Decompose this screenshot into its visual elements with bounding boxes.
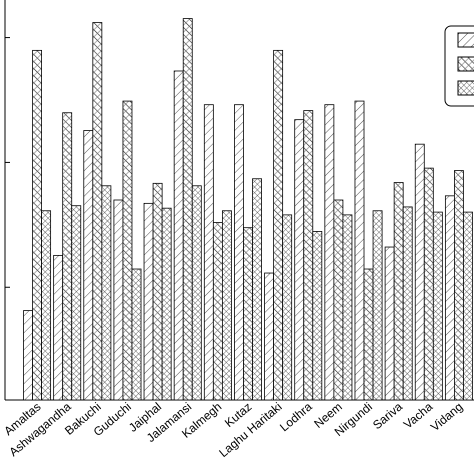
bar [83,130,94,401]
bar [23,310,33,401]
bar [101,185,112,401]
bar [312,231,323,401]
bar [221,210,232,401]
bar [324,104,335,401]
bar [372,210,383,401]
bar [143,202,154,401]
bar [402,206,413,401]
bar [303,110,314,401]
bar [234,104,244,401]
bar [62,112,73,401]
x-tick-label: Sariva [370,399,405,432]
bar [122,100,133,401]
legend-swatch [457,56,474,72]
bar [41,210,52,401]
bar [161,207,172,401]
bar [294,119,305,401]
bar [363,268,374,401]
bar [53,254,64,401]
bar [71,205,82,401]
bar [342,214,353,401]
bar [393,182,404,401]
x-tick-label: Lodhra [277,399,315,434]
bar [252,178,262,401]
bar [414,143,425,401]
bar [191,185,202,401]
bar [432,211,443,401]
legend-swatch [457,80,474,96]
bar [203,104,214,401]
bar [152,182,163,401]
bar [444,195,455,401]
bar [454,170,464,401]
bar [212,222,223,401]
bar [264,272,275,401]
bar [273,49,284,401]
bar [384,246,395,401]
bar [182,18,193,401]
bar [282,214,293,401]
x-tick-label: Vidang [428,400,465,435]
bar [173,70,184,401]
bar [354,100,365,401]
bar [32,49,42,401]
bar [243,227,253,401]
bar [463,211,473,401]
legend-swatch [457,32,474,48]
bar [423,167,434,401]
bar [131,268,142,401]
bar [333,199,344,401]
bar [92,22,103,401]
bar [113,199,124,401]
